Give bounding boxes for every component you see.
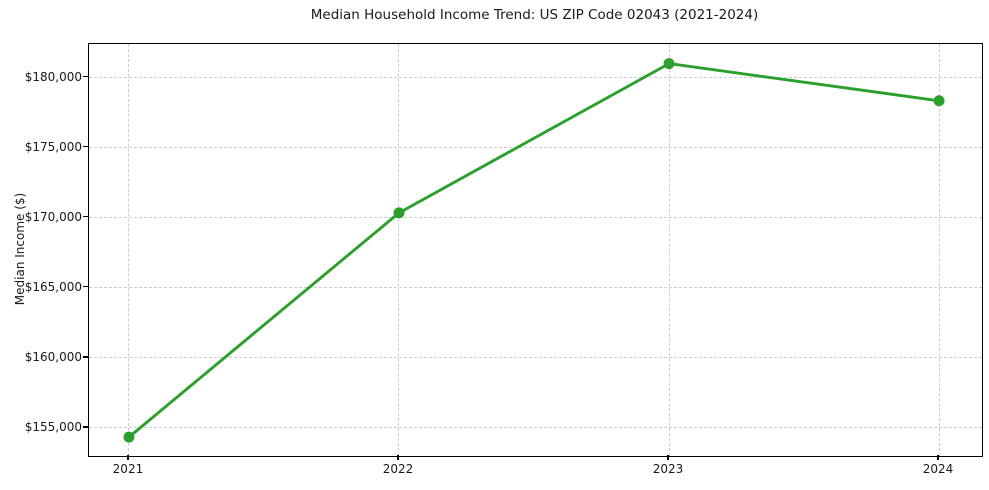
y-tick-mark [83, 75, 88, 78]
x-tick-mark [667, 455, 669, 460]
h-gridline [89, 427, 982, 429]
h-gridline [89, 287, 982, 289]
chart-title: Median Household Income Trend: US ZIP Co… [310, 7, 759, 23]
x-tick-mark [397, 455, 399, 460]
data-point-marker [933, 95, 945, 107]
y-tick-label: $165,000 [24, 279, 82, 294]
y-tick-label: $180,000 [24, 69, 82, 84]
h-gridline [89, 217, 982, 219]
h-gridline [89, 77, 982, 79]
y-tick-mark [83, 356, 88, 358]
data-point-marker [663, 58, 675, 70]
y-tick-mark [83, 426, 88, 428]
x-tick-mark [937, 455, 939, 460]
y-tick-mark [83, 286, 88, 288]
v-gridline [398, 44, 400, 456]
h-gridline [89, 357, 982, 359]
v-gridline [668, 44, 670, 456]
y-tick-mark [83, 216, 88, 218]
y-tick-label: $175,000 [24, 139, 82, 154]
plot-area [88, 43, 983, 457]
x-tick-label: 2022 [382, 462, 414, 476]
v-gridline [128, 44, 130, 456]
x-tick-label: 2021 [112, 462, 144, 476]
trend-line [128, 62, 940, 439]
data-point-marker [393, 207, 405, 219]
y-tick-label: $160,000 [24, 349, 82, 364]
y-tick-label: $155,000 [24, 419, 82, 434]
x-tick-label: 2024 [922, 462, 954, 476]
x-tick-label: 2023 [652, 462, 684, 476]
y-tick-mark [83, 146, 88, 148]
h-gridline [89, 147, 982, 149]
v-gridline [938, 44, 940, 456]
y-tick-label: $170,000 [24, 209, 82, 224]
line-series-canvas [123, 58, 945, 443]
data-point-marker [123, 431, 135, 443]
x-tick-mark [127, 455, 129, 460]
